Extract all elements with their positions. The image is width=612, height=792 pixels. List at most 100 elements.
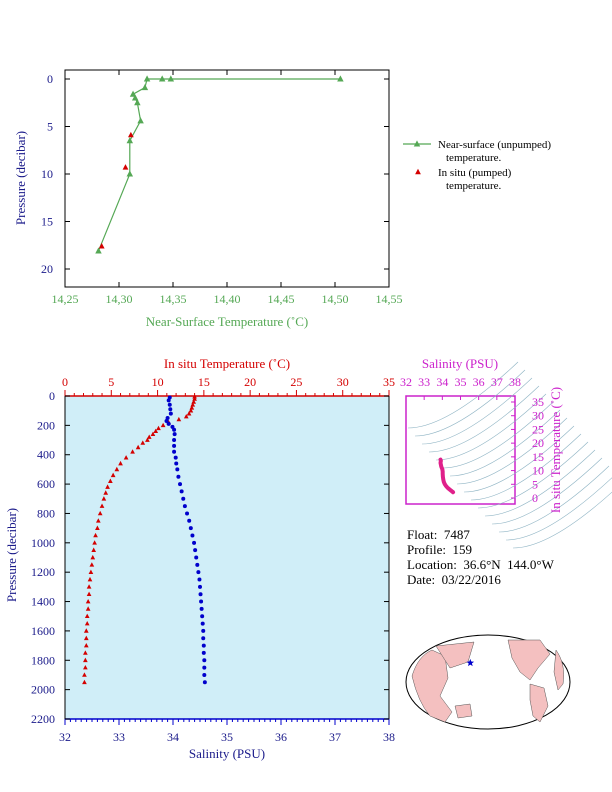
salinity-point — [201, 643, 206, 648]
salinity-point — [188, 526, 193, 531]
x-tick-label: 14,30 — [106, 292, 133, 306]
salinity-point — [202, 672, 207, 677]
density-contour — [512, 491, 612, 549]
salinity-point — [167, 402, 172, 407]
location-map — [405, 634, 571, 730]
y-tick-label: 10 — [41, 167, 53, 181]
x-tick-label: 14,35 — [160, 292, 187, 306]
temperature-point — [140, 440, 146, 445]
density-contour — [470, 433, 582, 501]
salinity-point — [164, 418, 169, 423]
salinity-point — [201, 650, 206, 655]
density-contour — [498, 465, 610, 533]
pressure-tick-label: 400 — [37, 448, 55, 462]
salinity-point — [194, 555, 199, 560]
density-contour — [428, 385, 540, 453]
x-tick-label: 14,50 — [322, 292, 349, 306]
temperature-point — [176, 416, 182, 422]
ts-x-tick-label: 37 — [491, 375, 503, 389]
temperature-point — [83, 642, 89, 648]
legend-label-near-surface-2: temperature. — [446, 152, 502, 164]
temperature-point — [130, 449, 135, 454]
salinity-point — [202, 658, 207, 663]
salinity-axis-label: Salinity (PSU) — [189, 746, 265, 761]
temperature-tick-label: 5 — [108, 375, 114, 389]
in-situ-point — [98, 243, 105, 249]
salinity-point — [202, 680, 207, 685]
temperature-point — [86, 591, 92, 597]
date: Date: 03/22/2016 — [407, 572, 501, 587]
salinity-point — [190, 533, 195, 538]
salinity-point — [201, 628, 206, 633]
temperature-point — [82, 679, 87, 685]
salinity-point — [199, 599, 204, 604]
temperature-point — [101, 496, 107, 501]
near-surface-point — [137, 117, 144, 124]
density-contour — [505, 477, 612, 541]
temperature-tick-label: 25 — [290, 375, 302, 389]
salinity-point — [172, 432, 177, 437]
temperature-point — [83, 657, 88, 663]
temperature-point — [135, 444, 141, 450]
salinity-point — [176, 474, 181, 479]
salinity-tick-label: 35 — [221, 730, 233, 744]
landmass — [529, 683, 549, 723]
temperature-point — [83, 650, 88, 655]
temperature-point — [105, 484, 110, 489]
salinity-tick-label: 33 — [113, 730, 125, 744]
salinity-point — [198, 584, 202, 589]
salinity-point — [172, 449, 177, 454]
pressure-tick-label: 2000 — [31, 683, 55, 697]
legend-marker-in-situ — [415, 168, 421, 175]
density-contour — [491, 457, 603, 525]
density-contour — [463, 425, 575, 493]
density-contour — [407, 361, 519, 429]
temperature-point — [153, 428, 159, 434]
salinity-point — [174, 461, 179, 466]
temperature-point — [85, 606, 91, 611]
x-tick-label: 14,45 — [268, 292, 295, 306]
location: Location: 36.6°N 144.0°W — [407, 557, 554, 572]
temperature-point — [85, 598, 91, 604]
ts-y-tick-label: 20 — [532, 436, 544, 450]
temperature-point — [84, 613, 90, 619]
salinity-point — [172, 443, 177, 448]
temperature-point — [190, 402, 196, 407]
salinity-tick-label: 36 — [275, 730, 287, 744]
salinity-point — [197, 577, 202, 582]
temperature-point — [114, 466, 120, 472]
ts-y-tick-label: 5 — [532, 477, 538, 491]
y-axis-label: Pressure (decibar) — [13, 131, 28, 225]
density-contour — [477, 441, 589, 509]
temperature-point — [183, 413, 189, 419]
salinity-point — [193, 548, 198, 553]
temperature-point — [108, 478, 113, 483]
legend-label-in-situ: In situ (pumped) — [438, 167, 512, 179]
temperature-point — [191, 399, 197, 404]
ts-y-tick-label: 15 — [532, 450, 544, 464]
temperature-point — [83, 665, 88, 670]
ts-plot-frame — [405, 395, 516, 505]
near-surface-point — [158, 75, 166, 82]
pressure-tick-label: 600 — [37, 477, 55, 491]
pressure-tick-label: 1200 — [31, 565, 55, 579]
temperature-point — [84, 620, 90, 626]
near-surface-point — [131, 94, 139, 101]
near-surface-point — [126, 170, 134, 177]
pressure-tick-label: 1400 — [31, 595, 55, 609]
profile-plot-background — [65, 396, 389, 719]
x-tick-label: 14,55 — [376, 292, 403, 306]
salinity-tick-label: 34 — [167, 730, 179, 744]
temperature-point — [156, 425, 161, 431]
legend-label-in-situ-2: temperature. — [446, 180, 502, 192]
ts-x-tick-label: 32 — [400, 375, 412, 389]
near-surface-point — [126, 137, 134, 144]
salinity-point — [200, 621, 205, 626]
temperature-tick-label: 20 — [244, 375, 256, 389]
ts-x-tick-label: 38 — [509, 375, 521, 389]
salinity-point — [200, 614, 205, 619]
near-surface-point — [95, 247, 102, 254]
salinity-point — [196, 570, 201, 575]
y-tick-label: 0 — [47, 72, 53, 86]
salinity-point — [199, 606, 204, 611]
